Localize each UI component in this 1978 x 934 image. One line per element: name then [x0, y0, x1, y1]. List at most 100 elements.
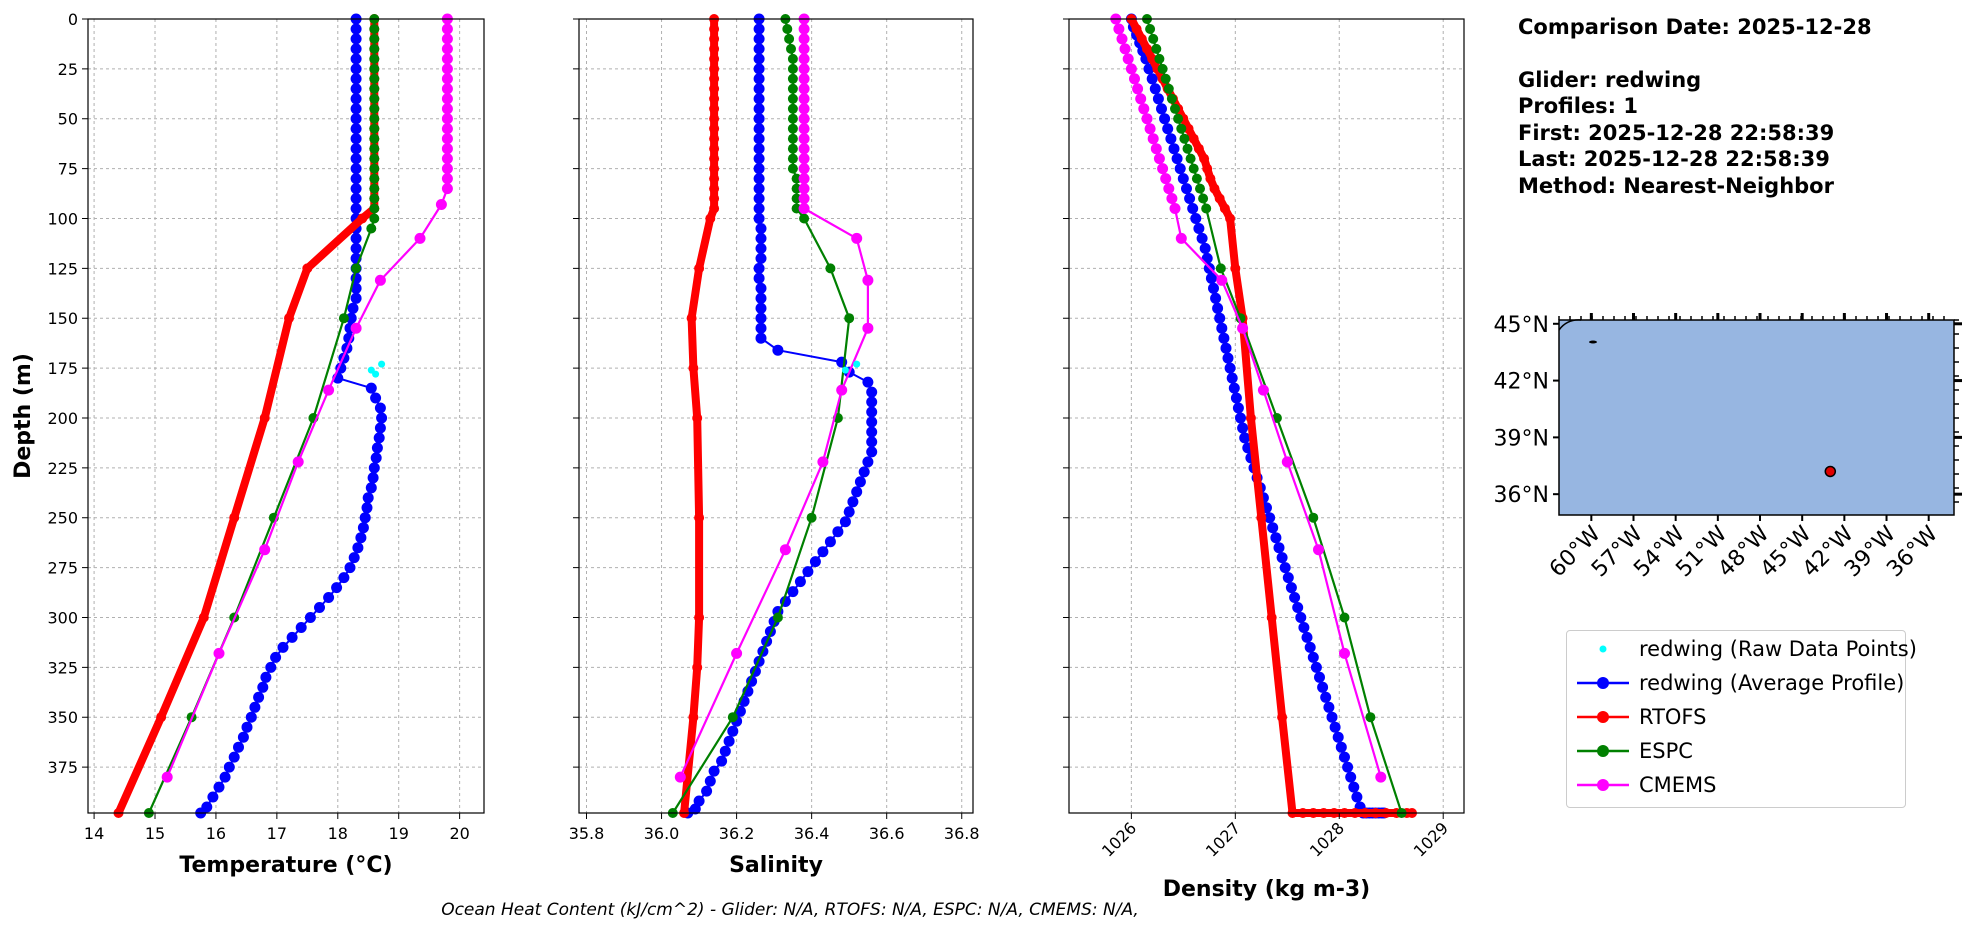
lat-label: 39°N — [1494, 426, 1549, 451]
data-point — [323, 384, 335, 396]
data-point — [1157, 63, 1168, 74]
data-point — [367, 472, 379, 484]
data-point — [755, 312, 767, 324]
data-point — [350, 83, 362, 95]
data-point — [435, 199, 447, 210]
data-point — [357, 213, 368, 224]
data-point — [709, 93, 720, 104]
data-point — [344, 562, 356, 574]
plot-frame — [1068, 18, 1465, 814]
data-point — [1174, 163, 1186, 175]
data-point — [441, 163, 453, 175]
data-point — [1184, 193, 1196, 204]
legend-label-espc: ESPC — [1639, 739, 1693, 763]
legend-item-cmems: CMEMS — [1567, 769, 1905, 803]
data-point — [1214, 193, 1225, 204]
data-point — [350, 133, 362, 145]
series-line — [679, 19, 870, 778]
data-point — [847, 496, 859, 508]
data-point — [1188, 133, 1199, 144]
data-point — [249, 701, 261, 713]
data-point — [361, 502, 373, 514]
data-point — [753, 23, 765, 35]
data-point — [1166, 93, 1177, 104]
data-point — [369, 83, 380, 94]
data-point — [1222, 352, 1234, 364]
glider-location-marker — [1824, 465, 1837, 478]
data-point — [787, 53, 798, 64]
data-point — [755, 322, 767, 334]
data-point — [350, 292, 362, 304]
data-point — [1345, 771, 1357, 783]
data-point — [213, 647, 225, 659]
data-point — [1152, 93, 1164, 105]
data-point — [709, 73, 720, 84]
data-point — [1163, 183, 1175, 195]
data-point — [338, 313, 349, 324]
data-point — [1193, 143, 1204, 154]
data-point — [369, 33, 380, 44]
data-point — [755, 292, 767, 304]
data-point — [787, 153, 798, 164]
data-point — [1239, 432, 1251, 444]
data-point — [369, 103, 380, 114]
data-point — [441, 153, 453, 165]
data-point — [1132, 83, 1144, 95]
y-tick-label: 325 — [47, 658, 78, 677]
series-cmems — [161, 13, 453, 783]
data-point — [787, 73, 798, 84]
glider-name: Glider: redwing — [1518, 67, 1702, 92]
data-point — [369, 193, 380, 204]
data-point — [851, 232, 863, 244]
data-point — [753, 33, 765, 45]
data-point — [1205, 272, 1217, 284]
legend-espc-marker — [1577, 745, 1629, 757]
legend-cmems-marker — [1577, 779, 1629, 791]
x-tick-label: 1026 — [1098, 818, 1140, 860]
data-point — [787, 143, 798, 154]
data-point — [369, 163, 380, 174]
data-point — [1183, 123, 1194, 134]
series-espc — [1142, 14, 1407, 818]
data-point — [369, 133, 380, 144]
data-point — [441, 113, 453, 125]
data-point — [241, 721, 253, 733]
data-point — [688, 363, 699, 374]
data-point — [350, 143, 362, 155]
data-point — [1150, 143, 1162, 155]
series-line — [166, 19, 449, 778]
data-point — [755, 302, 767, 314]
data-point — [731, 647, 743, 659]
data-point — [369, 53, 380, 64]
data-point — [753, 143, 765, 155]
data-point — [1230, 263, 1241, 274]
legend-label-rtofs: RTOFS — [1639, 705, 1707, 729]
data-point — [1292, 602, 1304, 613]
data-point — [1285, 582, 1297, 594]
legend-item-espc: ESPC — [1567, 735, 1905, 769]
panel-2: 35.8 36.0 36.2 36.4 36.6 36.8 Salinity — [569, 13, 980, 878]
data-point — [1145, 24, 1156, 34]
data-point — [1162, 123, 1174, 135]
data-point — [798, 33, 810, 45]
data-point — [369, 153, 380, 164]
x-tick-label: 1029 — [1410, 818, 1452, 860]
data-point — [1313, 544, 1324, 556]
data-point — [259, 413, 270, 423]
data-point — [233, 741, 244, 753]
data-point — [866, 386, 878, 398]
data-point — [1282, 572, 1294, 584]
data-point — [1131, 24, 1142, 34]
island — [1589, 340, 1597, 344]
data-point — [350, 93, 362, 105]
data-point — [709, 63, 720, 74]
data-point — [786, 43, 796, 54]
data-point — [198, 612, 209, 623]
y-tick-label: 150 — [47, 309, 78, 328]
data-point — [694, 263, 705, 274]
x-tick-label: 14 — [84, 824, 104, 843]
data-point — [1173, 113, 1184, 124]
data-point — [779, 544, 791, 556]
data-point — [1277, 712, 1288, 723]
legend: redwing (Raw Data Points) redwing (Avera… — [1566, 630, 1917, 808]
